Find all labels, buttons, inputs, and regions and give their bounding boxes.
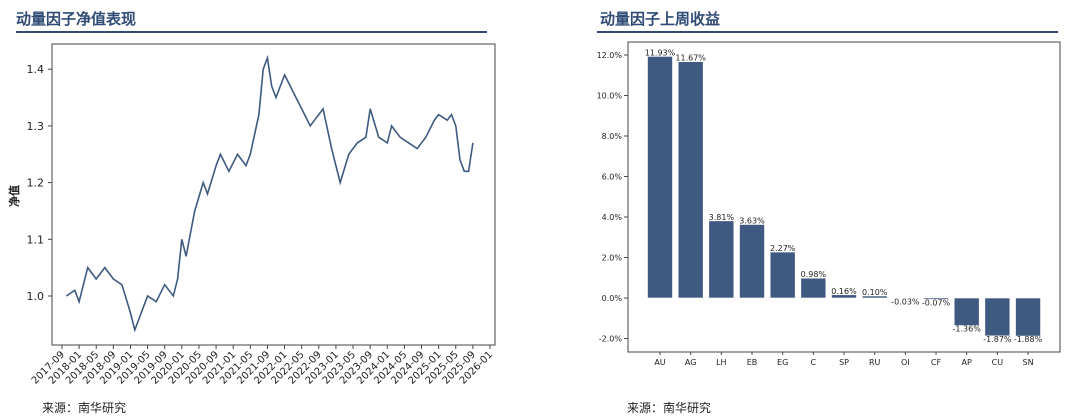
bar-RU (861, 295, 888, 299)
y-tick-label: 4.0% (602, 213, 623, 222)
bar-CF (923, 297, 949, 300)
left-plot-frame (51, 43, 496, 346)
bar-EG (769, 251, 796, 299)
x-tick-label: AU (654, 358, 665, 367)
y-tick-label: 8.0% (602, 132, 623, 141)
data-label: 11.67% (675, 54, 706, 63)
y-tick-label: 1.3 (27, 120, 45, 133)
y-tick-label: 1.1 (27, 233, 45, 246)
y-tick-label: 1.4 (27, 63, 45, 76)
data-label: -1.88% (1014, 335, 1043, 344)
bar-SN (1015, 297, 1041, 337)
data-label: 0.10% (862, 288, 888, 297)
y-tick-label: 6.0% (602, 173, 623, 182)
x-tick-label: C (811, 358, 817, 367)
data-label: -0.07% (922, 298, 951, 307)
left-source-note: 来源：南华研究 (42, 401, 127, 415)
x-tick-label: SN (1023, 358, 1034, 367)
y-tick-label: 12.0% (597, 51, 623, 60)
bar-AU (647, 56, 673, 299)
right-source-note: 来源：南华研究 (627, 401, 712, 415)
x-tick-label: AG (685, 358, 697, 367)
y-tick-label: 0.0% (602, 294, 623, 303)
bar-SP (831, 294, 857, 299)
bar-LH (708, 220, 735, 299)
bar-OI (892, 297, 919, 299)
y-axis-label: 净值 (7, 185, 21, 207)
x-tick-label: LH (716, 358, 726, 367)
x-tick-label: OI (901, 358, 910, 367)
y-tick-label: 10.0% (597, 92, 623, 101)
data-label: -0.03% (891, 298, 920, 307)
data-label: 0.98% (801, 270, 827, 279)
x-tick-label: CF (931, 358, 942, 367)
bar-C (800, 277, 827, 299)
bar-EB (739, 224, 765, 299)
data-label: -1.87% (983, 335, 1012, 344)
data-label: 0.16% (831, 287, 857, 296)
x-tick-label: EB (747, 358, 758, 367)
bar-AG (677, 61, 704, 299)
x-tick-label: AP (962, 358, 972, 367)
bar-CU (984, 297, 1011, 337)
x-tick-label: EG (777, 358, 788, 367)
x-tick-label: CU (992, 358, 1004, 367)
data-label: 11.93% (645, 48, 676, 57)
data-label: 3.81% (709, 213, 735, 222)
net-value-line (65, 54, 474, 333)
data-label: 2.27% (770, 244, 796, 253)
data-label: 3.63% (739, 216, 765, 225)
left-chart-title: 动量因子净值表现 (16, 10, 137, 28)
right-title-rule (597, 31, 1058, 33)
x-tick-label: RU (869, 358, 881, 367)
left-title-rule (16, 31, 487, 33)
right-chart-title: 动量因子上周收益 (600, 10, 721, 28)
y-tick-label: 1.0 (27, 290, 45, 303)
y-tick-label: -2.0% (599, 335, 623, 344)
y-tick-label: 1.2 (27, 177, 45, 190)
x-tick-label: SP (839, 358, 849, 367)
data-label: -1.36% (953, 325, 982, 334)
bar-AP (953, 297, 980, 326)
y-tick-label: 2.0% (602, 254, 623, 263)
